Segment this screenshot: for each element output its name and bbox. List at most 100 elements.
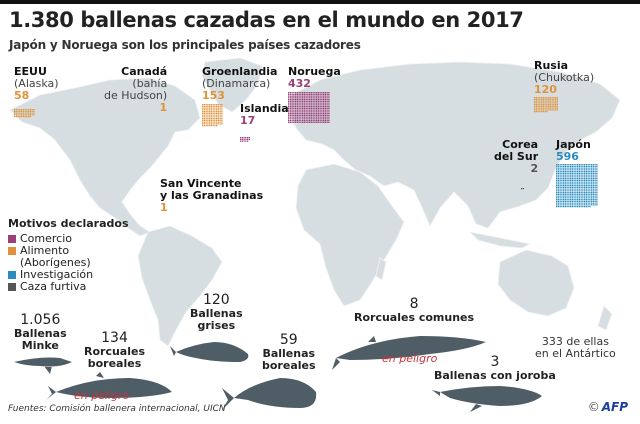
whale-dot — [585, 185, 587, 187]
whale-dot — [566, 192, 568, 194]
whale-dot — [585, 186, 587, 188]
whale-dot — [564, 179, 566, 181]
whale-dot — [577, 174, 579, 176]
whale-dot — [582, 188, 584, 190]
whale-dot — [316, 104, 318, 106]
whale-dot — [577, 169, 579, 171]
whale-dot — [556, 181, 558, 183]
whale-dot — [594, 181, 596, 183]
whale-dot — [305, 99, 307, 101]
whale-dot — [288, 111, 290, 113]
country-name: Rusia — [534, 59, 569, 72]
whale-dot — [296, 97, 298, 99]
whale-dot — [571, 186, 573, 188]
whale-dot — [557, 172, 559, 174]
country-count: 58 — [14, 89, 30, 102]
whale-dot — [559, 171, 561, 173]
whale-dot — [551, 105, 553, 107]
whale-dot — [207, 114, 209, 116]
whale-dot — [312, 120, 314, 122]
whale-dot — [587, 178, 589, 180]
whale-dot — [316, 99, 318, 101]
whale-dot — [26, 116, 28, 118]
whale-dot — [557, 176, 559, 178]
map-australia — [497, 249, 575, 317]
whale-dot — [587, 165, 589, 167]
whale-dot — [596, 172, 598, 174]
whale-dot — [214, 121, 216, 123]
whale-dot — [553, 102, 555, 104]
whale-dot — [209, 112, 211, 114]
whale-dot — [589, 193, 591, 195]
whale-dot — [15, 112, 17, 114]
whale-dot — [592, 172, 594, 174]
whale-dot — [323, 99, 325, 101]
whale-dot — [582, 193, 584, 195]
whale-dot — [557, 193, 559, 195]
whale-dot — [587, 200, 589, 202]
whale-dot — [326, 93, 328, 95]
whale-dot — [591, 193, 593, 195]
whale-dot — [570, 186, 572, 188]
whale-dot — [289, 109, 291, 111]
whale-dot — [314, 120, 316, 122]
whale-dot — [580, 206, 582, 208]
whale-dot — [577, 171, 579, 173]
whale-dot — [566, 169, 568, 171]
whale-dot — [555, 104, 557, 106]
whale-dot — [578, 188, 580, 190]
whale-dot — [577, 193, 579, 195]
whale-dot — [544, 105, 546, 107]
dot-grid-svg — [240, 136, 250, 142]
whale-dot — [542, 104, 544, 106]
whale-dot — [587, 183, 589, 185]
whale-dot — [214, 112, 216, 114]
whale-dot — [28, 111, 30, 113]
whale-dot — [221, 116, 223, 118]
whale-dot — [216, 104, 218, 106]
whale-dot — [298, 97, 300, 99]
whale-dot — [302, 99, 304, 101]
whale-dot — [577, 202, 579, 204]
whale-dot — [300, 93, 302, 95]
whale-dot — [584, 181, 586, 183]
whale-dot — [555, 97, 557, 99]
whale-dot — [307, 121, 309, 123]
whale-dot — [31, 109, 33, 111]
whale-dot — [312, 100, 314, 102]
whale-dot — [587, 197, 589, 199]
whale-dot — [300, 92, 302, 94]
species-humpback: 3 Ballenas con joroba — [434, 354, 556, 382]
whale-dot — [210, 109, 212, 111]
whale-dot — [573, 178, 575, 180]
whale-dot — [319, 97, 321, 99]
whale-dot — [293, 106, 295, 108]
map-greenland — [201, 57, 263, 113]
whale-dot — [310, 93, 312, 95]
whale-dot — [300, 121, 302, 123]
whale-dot — [307, 116, 309, 118]
whale-dot — [202, 114, 204, 116]
whale-dot — [589, 178, 591, 180]
whale-dot — [205, 116, 207, 118]
whale-dot — [307, 120, 309, 122]
whale-dot — [566, 165, 568, 167]
whale-dot — [319, 121, 321, 123]
whale-dot — [589, 172, 591, 174]
whale-dot — [324, 111, 326, 113]
whale-dot — [324, 102, 326, 104]
whale-dot — [310, 104, 312, 106]
whale-dot — [328, 107, 330, 109]
whale-dot — [212, 125, 214, 127]
whale-dot — [570, 190, 572, 192]
whale-dot — [303, 120, 305, 122]
whale-dot — [328, 121, 330, 123]
whale-dot — [295, 92, 297, 94]
whale-dot — [207, 119, 209, 121]
whale-dot — [539, 97, 541, 99]
whale-dot — [302, 104, 304, 106]
whale-dot — [302, 111, 304, 113]
whale-dot — [295, 93, 297, 95]
whale-dot — [314, 114, 316, 116]
whale-dot — [551, 102, 553, 104]
